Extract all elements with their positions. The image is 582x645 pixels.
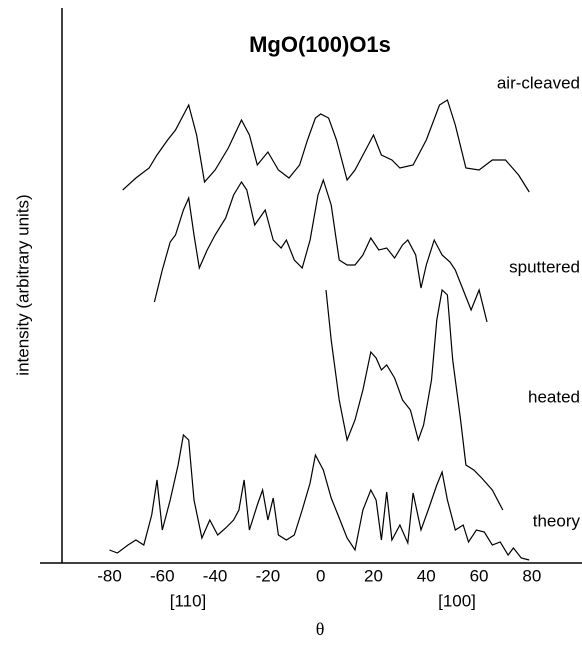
x-tick-label: 60 (470, 566, 489, 585)
data-line (325, 288, 504, 511)
data-line (109, 433, 530, 561)
series-label: heated (528, 387, 580, 406)
annotation: [110] (170, 591, 207, 610)
series-label: sputtered (509, 257, 580, 276)
data-line (153, 178, 488, 323)
x-tick-label: 80 (522, 566, 541, 585)
annotation: [100] (438, 591, 476, 610)
x-tick-label: -80 (97, 566, 122, 585)
x-tick-label: -20 (256, 566, 281, 585)
series-label: air-cleaved (497, 73, 580, 92)
x-tick-label: -40 (203, 566, 228, 585)
y-axis-label: intensity (arbitrary units) (13, 194, 32, 375)
x-axis-label: θ (316, 619, 325, 639)
series-label: theory (533, 511, 581, 530)
chart-title: MgO(100)O1s (249, 32, 391, 57)
data-line (122, 99, 530, 193)
x-tick-label: -60 (150, 566, 175, 585)
x-tick-label: 40 (417, 566, 436, 585)
x-tick-label: 20 (364, 566, 383, 585)
x-tick-label: 0 (316, 566, 325, 585)
